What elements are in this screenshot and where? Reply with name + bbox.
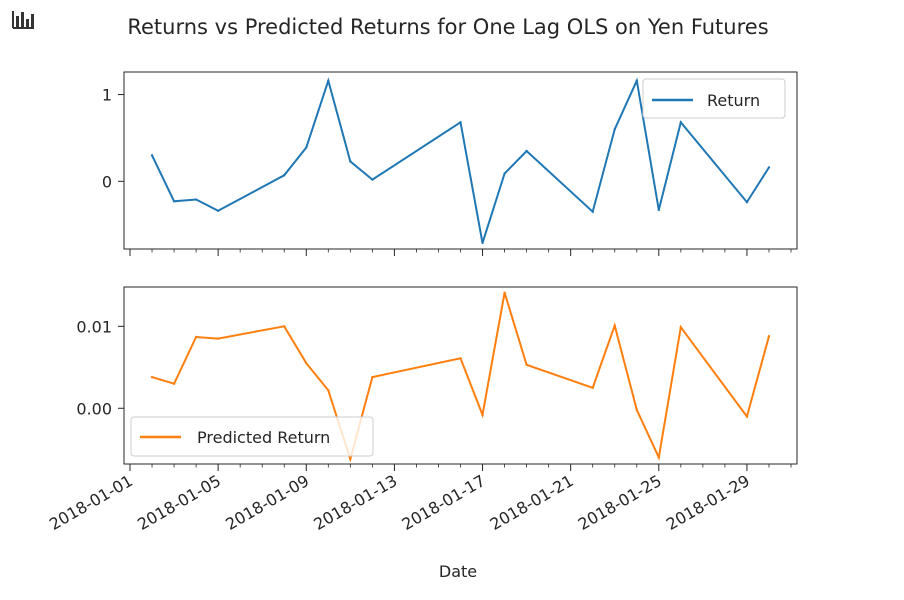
x-tick-label: 2018-01-29	[663, 471, 753, 534]
x-tick-label: 2018-01-01	[46, 471, 136, 534]
data-point-return-2018-01-10	[327, 79, 330, 82]
return-x-ticks	[129, 249, 792, 256]
data-point-predicted-return-2018-01-10	[327, 389, 330, 392]
data-point-return-2018-01-12	[371, 178, 374, 181]
data-point-return-2018-01-02	[150, 154, 154, 157]
y-tick-label: 0.00	[76, 399, 112, 418]
data-point-return-2018-01-08	[283, 174, 286, 177]
x-tick-label: 2018-01-21	[487, 471, 577, 534]
bar-chart-icon[interactable]	[11, 9, 35, 30]
data-point-return-2018-01-18	[503, 172, 506, 175]
data-point-return-2018-01-26	[679, 121, 683, 124]
x-tick-label: 2018-01-17	[399, 471, 489, 534]
data-point-return-2018-01-05	[216, 209, 220, 213]
data-point-predicted-return-2018-01-29	[745, 415, 749, 418]
data-point-predicted-return-2018-01-25	[657, 456, 660, 459]
data-point-predicted-return-2018-01-26	[679, 325, 683, 329]
data-point-predicted-return-2018-01-03	[172, 382, 176, 385]
data-point-return-2018-01-24	[635, 79, 638, 82]
data-point-return-2018-01-19	[525, 149, 528, 153]
data-point-return-2018-01-11	[349, 160, 352, 163]
data-point-predicted-return-2018-01-08	[283, 325, 286, 328]
return-panel: 01 Return	[102, 71, 798, 256]
return-points	[150, 79, 771, 245]
y-tick-label: 1	[102, 86, 112, 105]
data-point-predicted-return-2018-01-22	[591, 386, 594, 389]
x-axis-label: Date	[439, 562, 477, 581]
data-point-return-2018-01-29	[745, 200, 749, 204]
data-point-predicted-return-2018-01-11	[349, 457, 352, 461]
y-tick-label: 0.01	[76, 317, 112, 336]
data-point-predicted-return-2018-01-18	[503, 291, 506, 294]
data-point-predicted-return-2018-01-17	[481, 413, 484, 417]
chart-title: Returns vs Predicted Returns for One Lag…	[127, 15, 768, 39]
predicted-y-axis: 0.00 0.01	[76, 317, 124, 418]
legend-predicted-return: Predicted Return	[130, 416, 374, 457]
y-tick-label: 0	[102, 172, 112, 191]
data-point-return-2018-01-23	[613, 128, 616, 131]
data-point-return-2018-01-09	[305, 146, 308, 149]
predicted-return-panel: 0.000.01 2018-01-012018-01-052018-01-092…	[46, 286, 798, 534]
x-tick-label: 2018-01-09	[222, 471, 312, 534]
legend-label-predicted-return: Predicted Return	[197, 428, 330, 447]
return-y-axis: 01	[102, 86, 124, 191]
data-point-predicted-return-2018-01-23	[613, 324, 616, 327]
legend-label-return: Return	[707, 91, 760, 110]
data-point-return-2018-01-17	[481, 241, 484, 245]
data-point-predicted-return-2018-01-16	[459, 357, 462, 360]
legend-return: Return	[642, 78, 786, 119]
x-tick-label: 2018-01-13	[310, 471, 400, 534]
data-point-predicted-return-2018-01-04	[194, 335, 198, 339]
data-point-return-2018-01-25	[657, 208, 660, 212]
data-point-predicted-return-2018-01-12	[371, 375, 374, 379]
data-point-predicted-return-2018-01-02	[150, 375, 154, 379]
date-x-axis: 2018-01-012018-01-052018-01-092018-01-13…	[46, 464, 792, 534]
data-point-predicted-return-2018-01-09	[305, 362, 308, 365]
data-point-predicted-return-2018-01-30	[767, 334, 771, 338]
x-tick-label: 2018-01-05	[134, 471, 224, 534]
data-point-predicted-return-2018-01-19	[525, 363, 528, 367]
data-point-predicted-return-2018-01-24	[635, 408, 638, 412]
series-line-return	[151, 77, 770, 244]
data-point-return-2018-01-30	[767, 166, 771, 169]
series-line-predicted-return	[151, 292, 770, 463]
data-point-return-2018-01-22	[591, 210, 594, 213]
predicted-return-points	[150, 291, 771, 461]
x-tick-label: 2018-01-25	[575, 471, 665, 534]
data-point-return-2018-01-03	[172, 200, 176, 203]
data-point-predicted-return-2018-01-05	[216, 337, 220, 340]
data-point-return-2018-01-16	[459, 121, 462, 124]
data-point-return-2018-01-04	[194, 198, 198, 201]
